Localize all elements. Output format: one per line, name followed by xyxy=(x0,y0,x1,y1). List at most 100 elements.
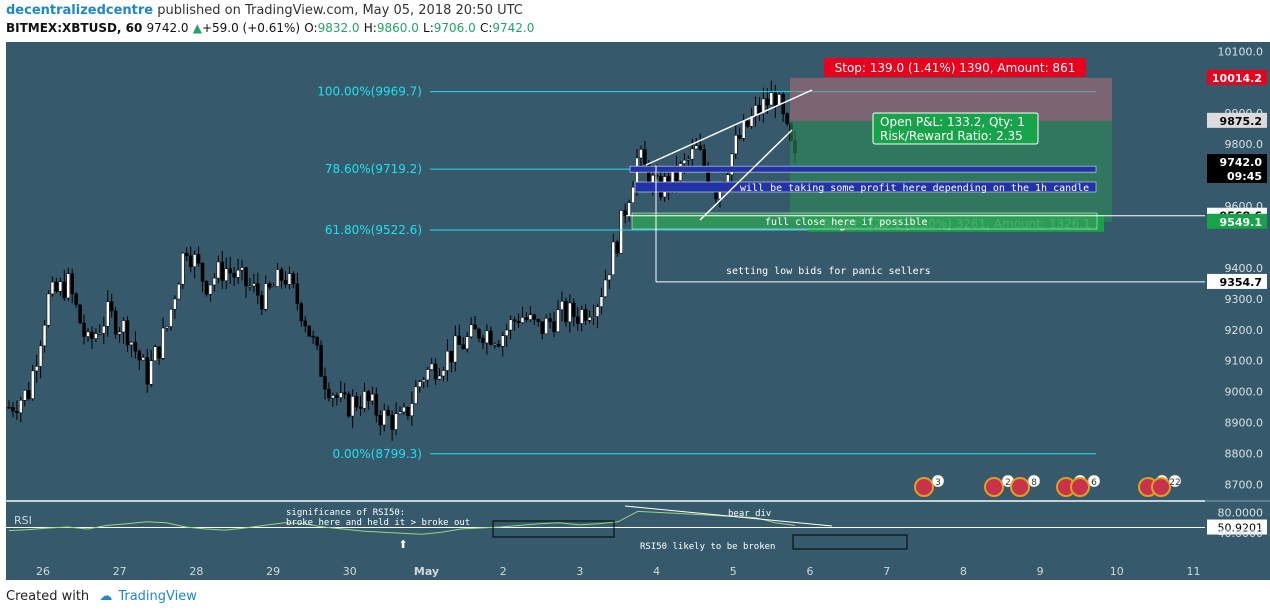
candle-body xyxy=(524,317,529,320)
price-marker-label: 9354.7 xyxy=(1220,276,1262,289)
candle-body xyxy=(473,324,477,330)
time-tick-label: 26 xyxy=(36,565,50,578)
rsi-line xyxy=(8,510,796,535)
candle-body xyxy=(102,325,106,334)
symbol-label: BITMEX:XBTUSD, 60 xyxy=(6,21,143,35)
candle-body xyxy=(236,269,240,278)
candle-body xyxy=(603,279,608,298)
candle-body xyxy=(11,407,15,412)
candle-body xyxy=(587,317,592,321)
candle-body xyxy=(441,370,446,377)
candle-body xyxy=(777,94,781,107)
price-marker-label: 09:45 xyxy=(1227,170,1262,183)
candle-body xyxy=(489,330,493,345)
publish-header: decentralizedcentre published on Trading… xyxy=(6,3,523,18)
price-marker xyxy=(1207,273,1267,289)
panic-bid-note: setting low bids for panic sellers xyxy=(726,266,931,277)
time-tick-label: 5 xyxy=(730,565,737,578)
candle-body xyxy=(200,262,205,282)
candle-body xyxy=(576,316,580,324)
candle-body xyxy=(560,301,564,310)
close-label: C: xyxy=(479,21,493,35)
high-label: H: xyxy=(363,21,377,35)
rsi-tick-label: 50.9201 xyxy=(1218,522,1264,535)
take-profit-note: will be taking some profit here dependin… xyxy=(740,183,1089,194)
candle-body xyxy=(113,310,118,335)
candle-body xyxy=(552,321,556,333)
candle-body xyxy=(15,410,19,413)
event-count: 3 xyxy=(935,478,941,488)
stop-label: Stop: 139.0 (1.41%) 1390, Amount: 861 xyxy=(835,61,1076,75)
candle-body xyxy=(149,360,153,385)
candle-body xyxy=(734,135,738,155)
rsi-break-box xyxy=(792,534,908,550)
price-change: +59.0 (+0.61%) xyxy=(201,21,301,35)
candle-body xyxy=(425,369,430,381)
candle-body xyxy=(465,336,469,350)
candle-body xyxy=(260,294,264,310)
rsi-breakout-box xyxy=(492,520,615,538)
candle-body xyxy=(256,283,260,296)
candle-body xyxy=(248,285,252,288)
candle-body xyxy=(370,393,375,402)
candle-body xyxy=(516,320,521,323)
candle-body xyxy=(773,92,778,107)
rsi-title: RSI xyxy=(14,514,32,527)
candle-body xyxy=(331,395,335,399)
candle-body xyxy=(275,269,280,287)
candle-body xyxy=(244,267,248,287)
candle-body xyxy=(508,319,513,331)
candle-body xyxy=(299,303,304,322)
candle-body xyxy=(583,309,588,321)
time-tick-label: 9 xyxy=(1037,565,1044,578)
candle-body xyxy=(70,273,74,295)
candle-body xyxy=(315,336,319,346)
candle-body xyxy=(702,149,706,167)
up-arrow-icon: ⬆ xyxy=(398,538,407,551)
candle-body xyxy=(536,319,541,322)
candle-body xyxy=(611,241,616,276)
candle-body xyxy=(335,395,339,398)
candle-body xyxy=(607,274,612,281)
author-link[interactable]: decentralizedcentre xyxy=(6,3,154,18)
candle-body xyxy=(497,343,501,347)
candle-body xyxy=(125,320,130,346)
candle-body xyxy=(643,149,647,165)
candle-body xyxy=(477,328,481,339)
candle-body xyxy=(548,318,552,322)
price-marker-label: 9875.2 xyxy=(1220,115,1262,128)
candle-body xyxy=(283,280,288,285)
candle-body xyxy=(615,241,620,254)
candle-body xyxy=(279,269,284,281)
candle-body xyxy=(165,326,169,329)
candle-body xyxy=(520,317,525,323)
candle-body xyxy=(429,363,434,370)
time-tick-label: 3 xyxy=(576,565,583,578)
economic-event-flag-icon xyxy=(1151,477,1171,497)
candles xyxy=(7,80,797,441)
candle-body xyxy=(394,413,398,430)
tradingview-link[interactable]: TradingView xyxy=(118,589,197,604)
candle-body xyxy=(686,158,691,161)
candle-body xyxy=(437,375,442,380)
candle-body xyxy=(50,281,55,295)
candle-body xyxy=(350,396,355,417)
candle-body xyxy=(23,390,27,401)
candle-body xyxy=(402,406,406,413)
fib-level-label: 100.00%(9969.7) xyxy=(317,85,422,99)
candle-body xyxy=(682,159,687,164)
candle-body xyxy=(572,302,576,317)
candle-body xyxy=(362,391,367,409)
candle-body xyxy=(730,153,734,176)
price-tick-label: 9200.0 xyxy=(1225,324,1264,337)
candle-body xyxy=(263,283,268,310)
candle-body xyxy=(74,293,78,306)
candle-body xyxy=(204,280,209,295)
price-tick-label: 8800.0 xyxy=(1225,448,1264,461)
candle-body xyxy=(453,335,458,363)
candle-body xyxy=(267,283,272,288)
candle-body xyxy=(105,301,110,327)
resistance-band xyxy=(629,165,1097,173)
full-close-box xyxy=(631,212,1098,230)
